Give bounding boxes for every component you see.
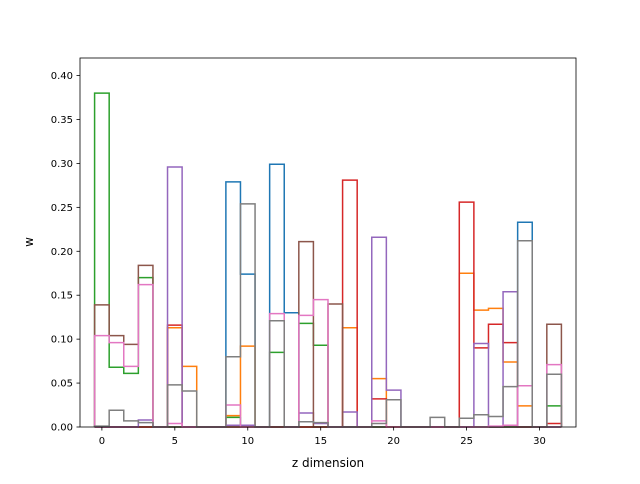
y-tick-label: 0.40 xyxy=(51,71,73,82)
y-tick-label: 0.10 xyxy=(51,335,73,346)
y-axis-ticks: 0.00 0.05 0.10 0.15 0.20 0.25 0.30 0.35 0.40 xyxy=(51,71,80,434)
series-7-step-line xyxy=(93,203,563,428)
y-tick-label: 0.25 xyxy=(51,203,73,214)
axes-frame xyxy=(79,57,577,428)
y-tick-label: 0.20 xyxy=(51,247,73,258)
y-axis-label: w xyxy=(22,237,36,247)
x-axis-label: z dimension xyxy=(292,456,364,470)
x-tick-label: 15 xyxy=(314,436,327,447)
x-tick-label: 25 xyxy=(460,436,473,447)
y-tick-label: 0.05 xyxy=(51,379,73,390)
y-tick-label: 0.00 xyxy=(51,423,73,434)
y-tick-label: 0.15 xyxy=(51,291,73,302)
x-tick-label: 10 xyxy=(241,436,254,447)
x-tick-label: 30 xyxy=(533,436,546,447)
x-tick-label: 20 xyxy=(387,436,400,447)
x-tick-label: 5 xyxy=(172,436,178,447)
y-tick-label: 0.30 xyxy=(51,159,73,170)
y-tick-label: 0.35 xyxy=(51,115,73,126)
x-axis-ticks: 0 5 10 15 20 25 30 xyxy=(99,427,546,447)
x-tick-label: 0 xyxy=(99,436,105,447)
